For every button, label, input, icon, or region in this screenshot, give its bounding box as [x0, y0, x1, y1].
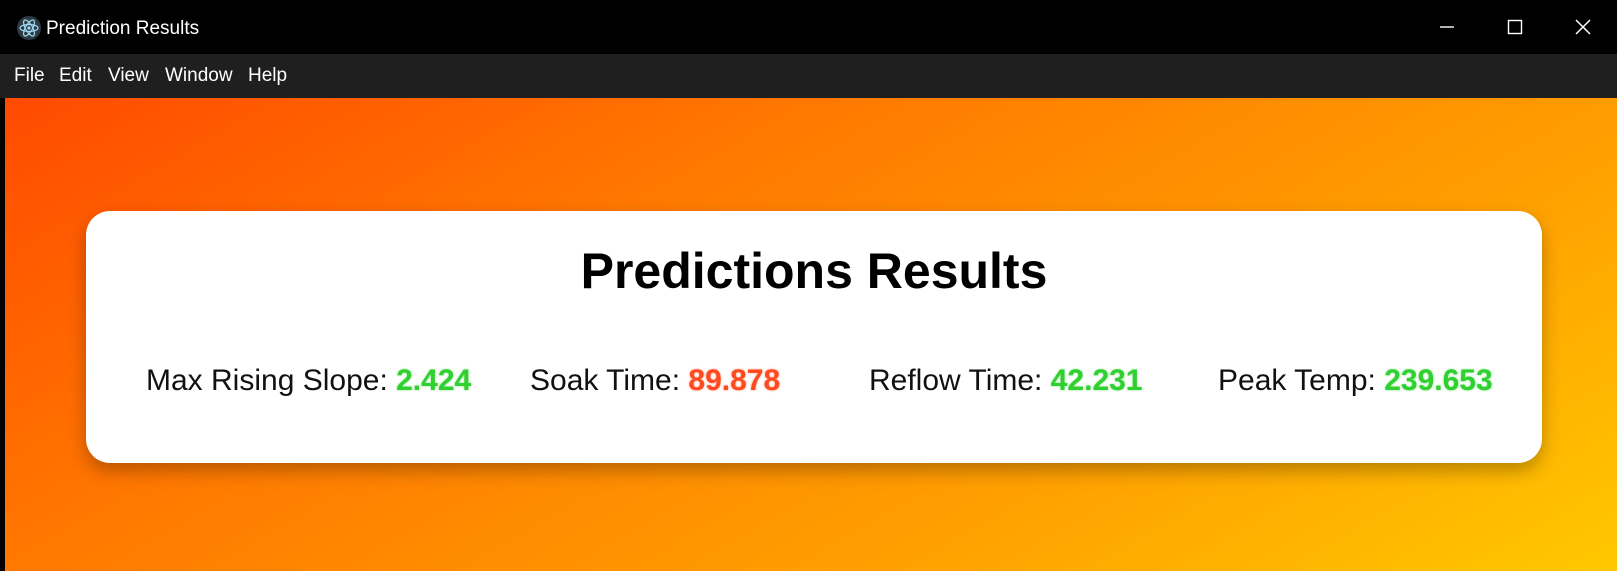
- metric-soak-time: Soak Time: 89.878: [530, 363, 780, 399]
- window-title: Prediction Results: [46, 18, 200, 39]
- menu-view[interactable]: View: [108, 65, 149, 86]
- metric-max-rising-slope: Max Rising Slope: 2.424: [146, 363, 471, 399]
- metric-reflow-time: Reflow Time: 42.231: [869, 363, 1143, 399]
- minimize-button[interactable]: [1413, 0, 1481, 54]
- minimize-icon: [1440, 26, 1454, 28]
- close-icon: [1575, 19, 1591, 35]
- menu-file[interactable]: File: [14, 65, 45, 86]
- metric-label: Reflow Time:: [869, 364, 1043, 397]
- maximize-icon: [1507, 19, 1523, 35]
- metric-label: Soak Time:: [530, 364, 681, 397]
- menu-bar: File Edit View Window Help: [0, 54, 1617, 98]
- metric-value: 2.424: [396, 364, 472, 397]
- electron-atom-icon: [17, 16, 41, 40]
- page-title: Predictions Results: [580, 243, 1048, 299]
- metric-label: Peak Temp:: [1218, 364, 1376, 397]
- maximize-button[interactable]: [1481, 0, 1549, 54]
- menu-help[interactable]: Help: [248, 65, 288, 86]
- metric-label: Max Rising Slope:: [146, 364, 388, 397]
- results-card: Predictions Results Max Rising Slope: 2.…: [86, 211, 1542, 463]
- metric-value: 42.231: [1050, 364, 1143, 397]
- metric-value: 89.878: [688, 364, 781, 397]
- close-button[interactable]: [1549, 0, 1617, 54]
- metric-peak-temp: Peak Temp: 239.653: [1218, 363, 1493, 399]
- metric-value: 239.653: [1384, 364, 1493, 397]
- gradient-background: Predictions Results Max Rising Slope: 2.…: [5, 98, 1617, 571]
- title-bar[interactable]: Prediction Results: [0, 0, 1617, 54]
- menu-window[interactable]: Window: [165, 65, 233, 86]
- menu-edit[interactable]: Edit: [59, 65, 92, 86]
